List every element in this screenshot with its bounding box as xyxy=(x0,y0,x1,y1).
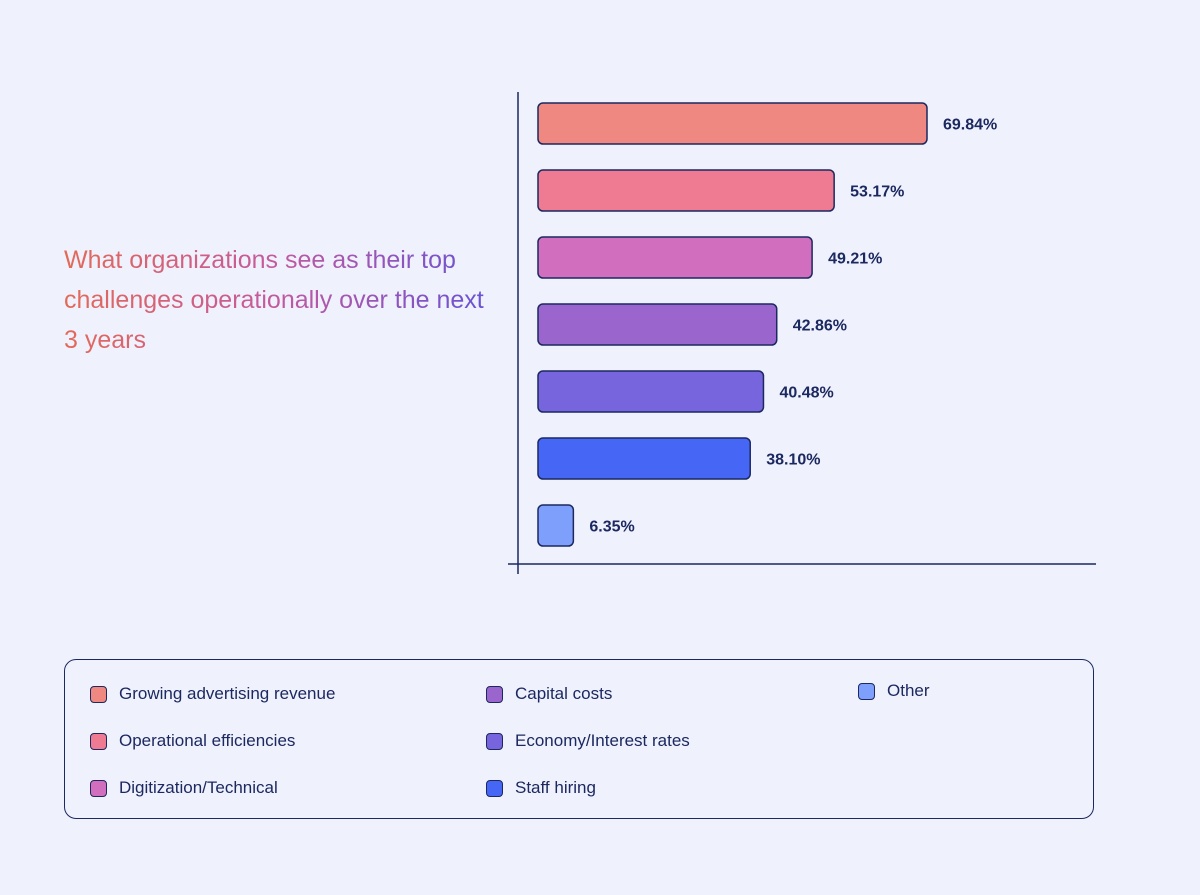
bar-operational-efficiencies xyxy=(537,169,835,212)
bar-economy-interest-rates xyxy=(537,370,765,413)
value-label-economy-interest-rates: 40.48% xyxy=(779,385,833,402)
bar-digitization-technical xyxy=(537,236,813,279)
value-label-staff-hiring: 38.10% xyxy=(766,452,820,469)
legend-item-operational-efficiencies: Operational efficiencies xyxy=(90,731,295,751)
bar-capital-costs xyxy=(537,303,778,346)
value-label-growing-advertising-revenue: 69.84% xyxy=(943,117,997,134)
legend-label: Digitization/Technical xyxy=(119,778,278,797)
bar-chart: 69.84% 53.17% 49.21% 42.86% 40.48% 38.10% 6.35… xyxy=(508,92,1096,574)
legend-swatch xyxy=(486,732,503,750)
legend-label: Growing advertising revenue xyxy=(119,684,336,703)
legend-swatch xyxy=(858,682,875,700)
legend-item-economy-interest-rates: Economy/Interest rates xyxy=(486,731,690,751)
legend: Growing advertising revenue Operational … xyxy=(64,659,1094,819)
value-label-other: 6.35% xyxy=(589,519,634,536)
legend-swatch xyxy=(90,685,107,703)
legend-swatch xyxy=(486,779,503,797)
value-label-digitization-technical: 49.21% xyxy=(828,251,882,268)
legend-item-growing-advertising-revenue: Growing advertising revenue xyxy=(90,684,335,704)
chart-title: What organizations see as their top chal… xyxy=(64,240,484,360)
value-label-operational-efficiencies: 53.17% xyxy=(850,184,904,201)
legend-label: Operational efficiencies xyxy=(119,731,296,750)
legend-swatch xyxy=(90,779,107,797)
legend-item-staff-hiring: Staff hiring xyxy=(486,778,596,798)
legend-item-digitization-technical: Digitization/Technical xyxy=(90,778,278,798)
legend-label: Economy/Interest rates xyxy=(515,731,690,750)
bar-growing-advertising-revenue xyxy=(537,102,928,145)
bar-staff-hiring xyxy=(537,437,751,480)
bars-group: 69.84% 53.17% 49.21% 42.86% 40.48% 38.10% 6.35… xyxy=(537,102,997,547)
legend-label: Capital costs xyxy=(515,684,613,703)
legend-label: Other xyxy=(887,681,930,700)
bar-other xyxy=(537,504,575,547)
legend-swatch xyxy=(486,685,503,703)
legend-item-capital-costs: Capital costs xyxy=(486,684,612,704)
legend-item-other: Other xyxy=(858,681,930,701)
legend-label: Staff hiring xyxy=(515,778,596,797)
legend-swatch xyxy=(90,732,107,750)
value-label-capital-costs: 42.86% xyxy=(793,318,847,335)
